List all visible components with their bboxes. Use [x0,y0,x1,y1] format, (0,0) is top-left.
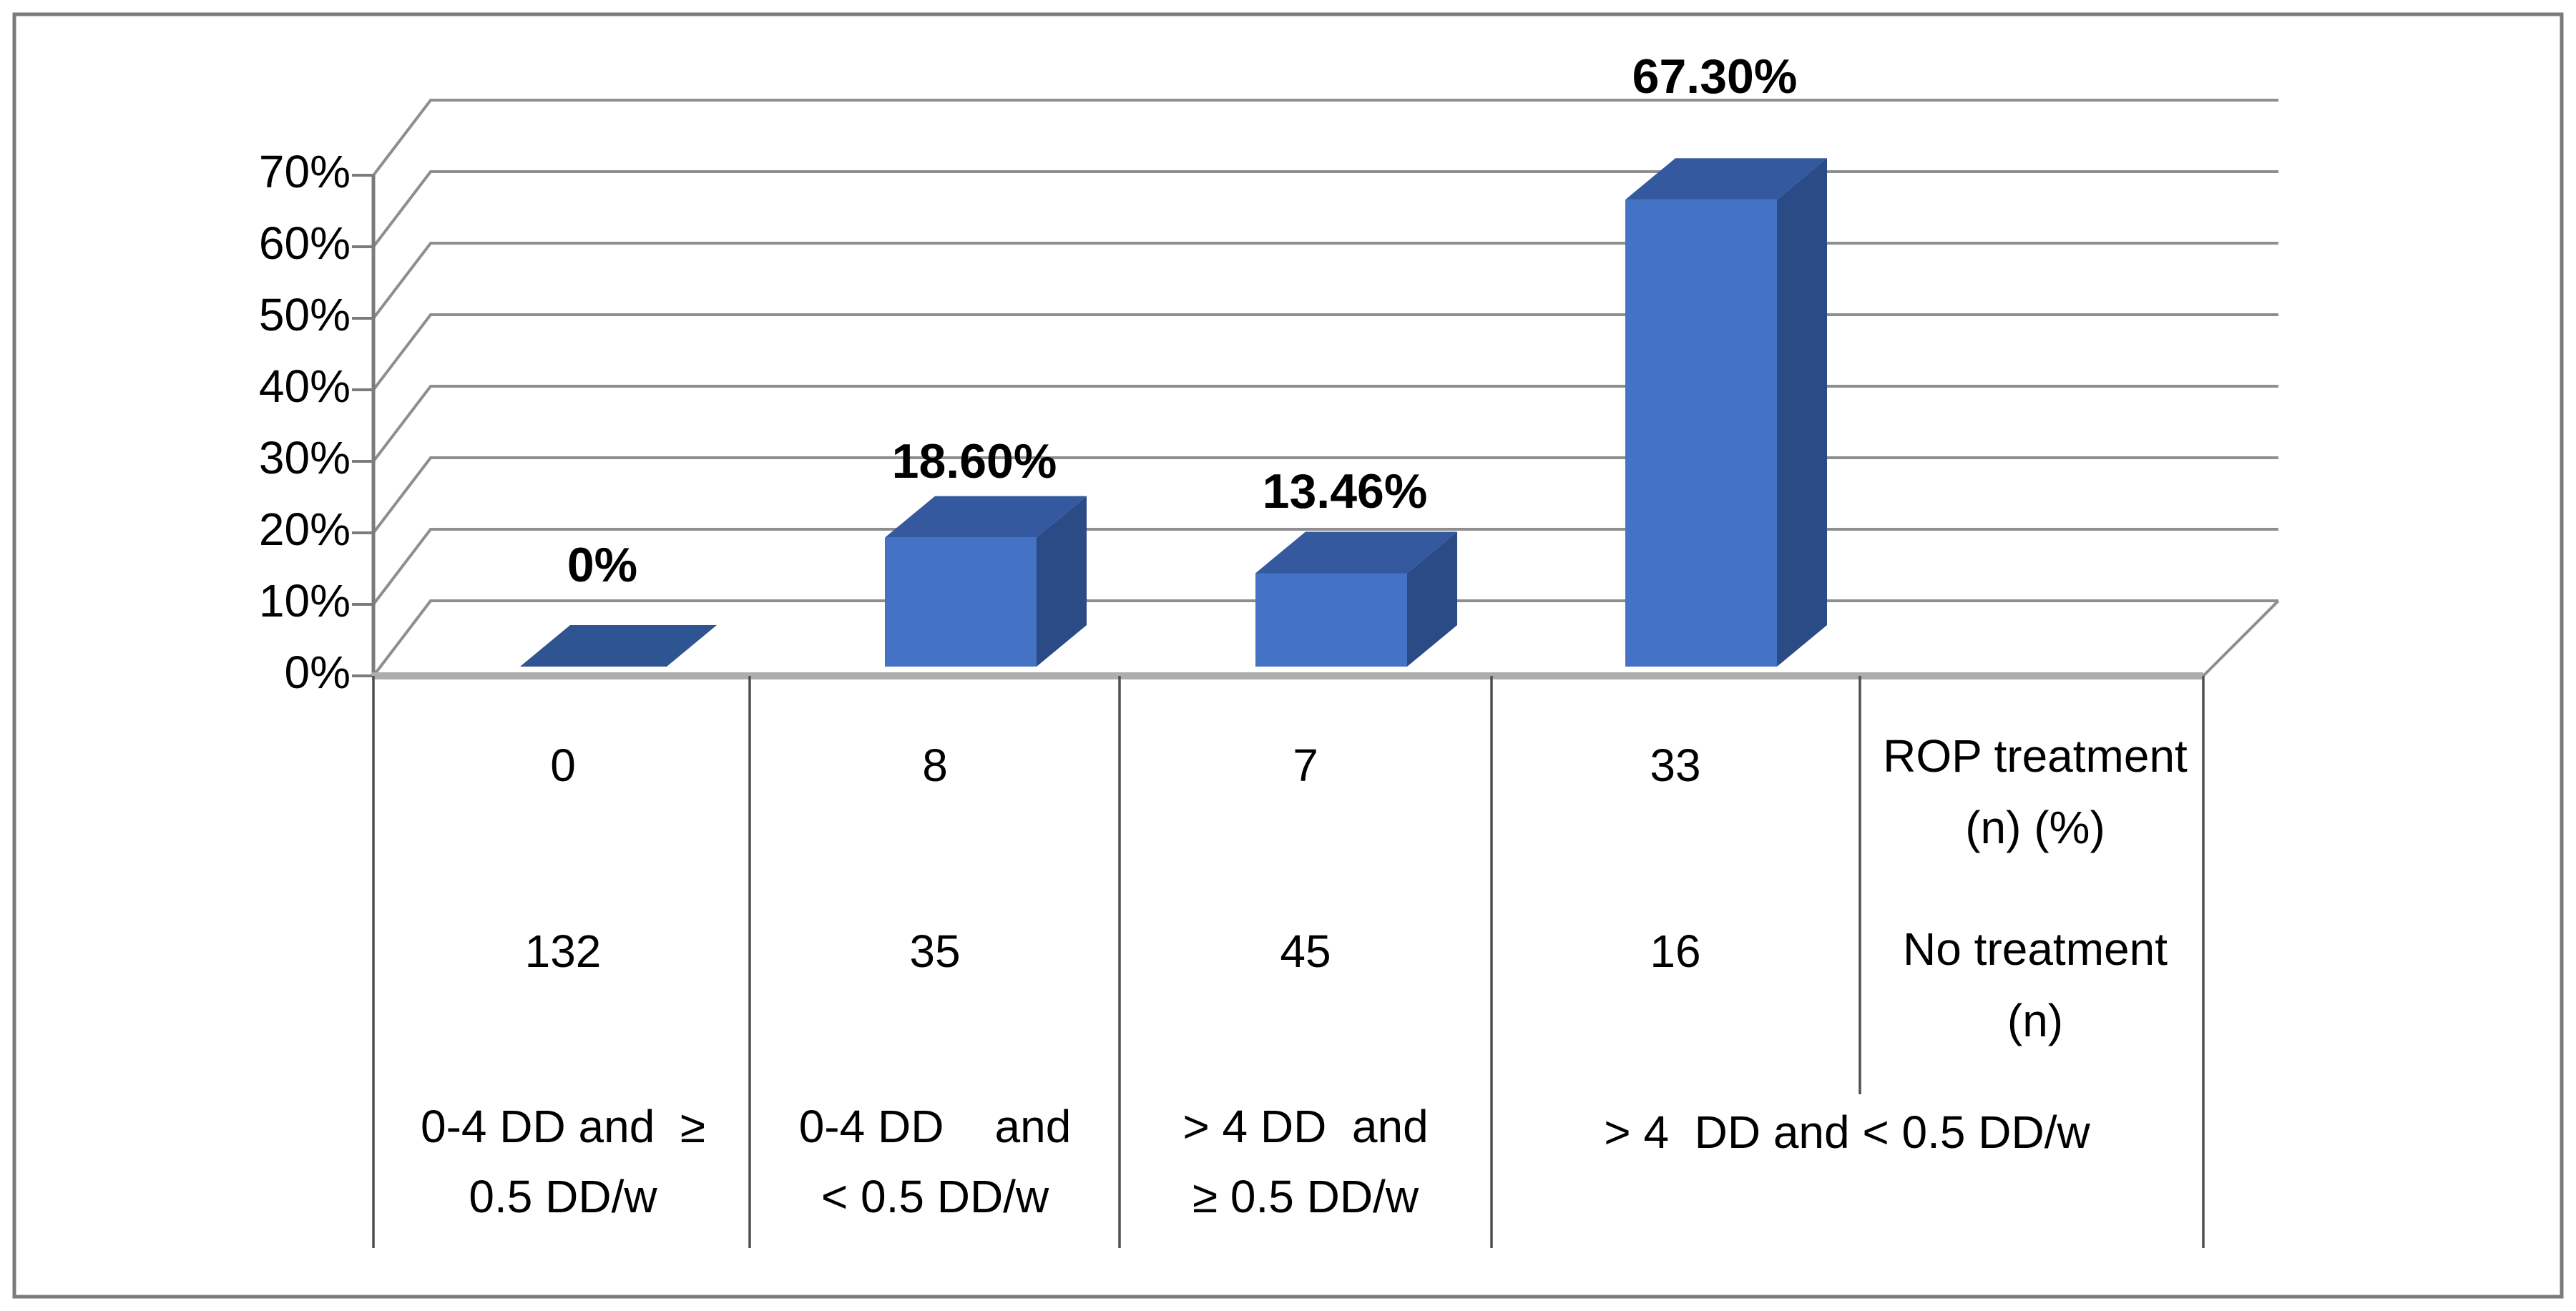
bar-front-face [1255,573,1407,667]
bar-side-face [1407,531,1457,667]
bar-side-face [1037,496,1087,667]
table-cell-rop-treatment: 0 [550,740,576,791]
y-tick-label: 50% [259,289,351,340]
bar-value-label: 0% [567,538,637,592]
bar-column-2 [885,496,1087,667]
table-cell-no-treatment: 16 [1650,925,1700,977]
bar-front-face [1625,200,1777,667]
category-label: ≥ 0.5 DD/w [1192,1171,1419,1222]
table-cell-no-treatment: 45 [1280,925,1331,977]
y-tick-label: 20% [259,504,351,555]
bar-top-face [1255,531,1457,574]
bar-value-label: 13.46% [1263,464,1428,519]
bar-top-face [1625,158,1827,200]
category-label: > 4 DD and [1182,1101,1428,1152]
y-tick-label: 10% [259,575,351,627]
bar-value-label: 18.60% [892,434,1057,488]
y-tick-label: 60% [259,217,351,269]
table-cell-rop-treatment: 8 [922,740,948,791]
y-tick-label: 40% [259,360,351,412]
bar-column-3 [1255,531,1457,667]
bar-front-face [885,537,1037,667]
bar-side-face [1777,158,1827,667]
bar-top-face [885,496,1087,538]
table-cell-rop-treatment: 33 [1650,740,1700,791]
y-tick-label: 0% [285,647,351,698]
category-label: 0-4 DD and [799,1101,1072,1152]
category-label: > 4 DD and < 0.5 DD/w [1604,1106,2090,1158]
table-row-label: (n) (%) [1965,802,2105,853]
table-cell-rop-treatment: 7 [1293,740,1318,791]
table-cell-no-treatment: 132 [525,925,602,977]
chart-frame [12,12,2564,1299]
bar-column-1 [520,625,717,667]
category-label: 0.5 DD/w [469,1171,657,1222]
bar-zero-face [520,625,717,667]
table-row-label: No treatment [1903,923,2168,975]
gridline [372,99,2278,177]
bar-value-label: 67.30% [1632,49,1798,104]
category-label: < 0.5 DD/w [821,1171,1049,1222]
bar-column-4 [1625,158,1827,667]
floor-right-edge [2202,599,2280,677]
y-tick-label: 70% [259,146,351,197]
table-cell-no-treatment: 35 [909,925,960,977]
y-tick-label: 30% [259,432,351,483]
table-row-label: (n) [2007,995,2063,1046]
category-label: 0-4 DD and ≥ [421,1101,705,1152]
table-row-label: ROP treatment [1883,730,2188,782]
